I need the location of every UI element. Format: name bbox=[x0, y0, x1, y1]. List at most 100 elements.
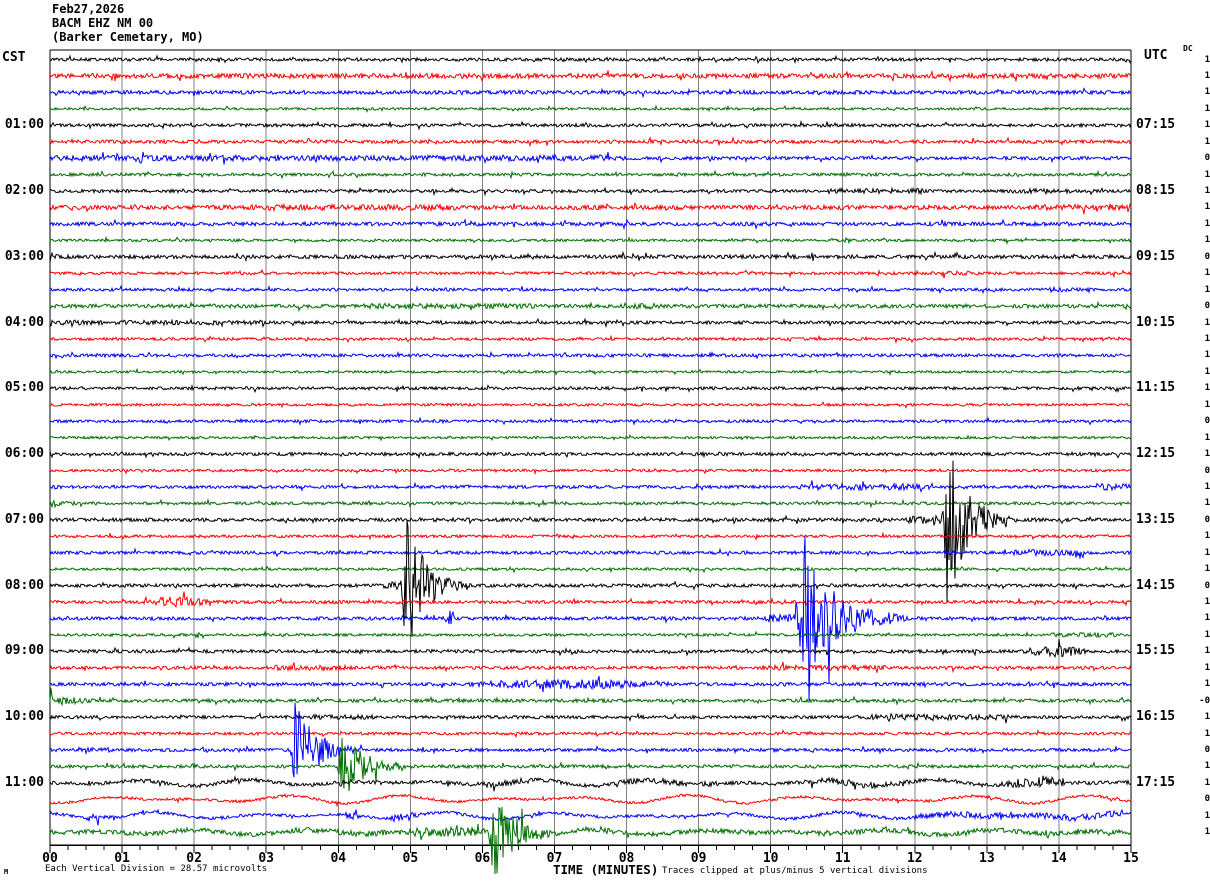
seismic-trace-0200-cst bbox=[49, 186, 1132, 197]
time-axis-title: TIME (MINUTES) bbox=[553, 862, 659, 877]
dc-value: 1 bbox=[1204, 120, 1210, 131]
right-axis-title-utc: UTC bbox=[1144, 48, 1168, 63]
minute-tick-label: 06 bbox=[474, 851, 491, 866]
dc-value: 0 bbox=[1204, 744, 1210, 755]
seismic-trace-1130-cst bbox=[49, 808, 1132, 826]
header-date: Feb27,2026 bbox=[52, 2, 125, 16]
corner-mark: M bbox=[4, 868, 9, 876]
seismic-trace-0100-cst bbox=[49, 119, 1132, 131]
seismic-trace-0800-cst bbox=[49, 520, 1132, 638]
seismic-trace-1045-cst bbox=[49, 737, 1132, 792]
minute-tick-label: 13 bbox=[979, 851, 995, 866]
seismic-trace-0900-cst bbox=[49, 639, 1132, 659]
header-station-location: (Barker Cemetary, MO) bbox=[52, 30, 204, 44]
dc-value: 0 bbox=[1204, 301, 1210, 312]
cst-hour-label: 09:00 bbox=[4, 643, 44, 659]
dc-value: 1 bbox=[1204, 136, 1210, 147]
seismic-trace-0400-cst bbox=[49, 317, 1132, 329]
seismic-trace-0330-cst bbox=[49, 284, 1132, 295]
utc-hour-label: 09:15 bbox=[1136, 248, 1176, 264]
seismic-trace-1030-cst bbox=[49, 702, 1132, 778]
left-axis-title-cst: CST bbox=[2, 50, 26, 65]
minute-tick-label: 15 bbox=[1123, 851, 1139, 866]
dc-value: 1 bbox=[1204, 827, 1210, 838]
header-station-code: BACM EHZ NM 00 bbox=[52, 16, 154, 30]
seismic-trace-1115-cst bbox=[49, 793, 1132, 808]
dc-value: 1 bbox=[1204, 597, 1210, 608]
dc-value: 1 bbox=[1204, 70, 1210, 81]
dc-value: 1 bbox=[1204, 317, 1210, 328]
seismic-trace-0415-cst bbox=[49, 334, 1132, 345]
utc-hour-label: 13:15 bbox=[1136, 511, 1176, 527]
cst-hour-label: 03:00 bbox=[4, 248, 44, 264]
dc-value: 1 bbox=[1204, 268, 1210, 279]
dc-value: 1 bbox=[1204, 547, 1210, 558]
seismic-trace-0615-cst bbox=[49, 467, 1132, 476]
seismic-trace-1000-cst bbox=[49, 712, 1132, 724]
cst-hour-label: 05:00 bbox=[4, 380, 44, 396]
seismic-trace-0815-cst bbox=[49, 591, 1132, 609]
dc-value: 1 bbox=[1204, 333, 1210, 344]
seismic-trace-0515-cst bbox=[49, 401, 1132, 410]
seismic-trace-0345-cst bbox=[49, 300, 1132, 313]
utc-hour-label: 17:15 bbox=[1136, 774, 1176, 790]
dc-value: 1 bbox=[1204, 613, 1210, 624]
dc-value: 1 bbox=[1204, 761, 1210, 772]
minute-tick-label: 08 bbox=[618, 851, 635, 866]
seismic-trace-0700-cst bbox=[49, 460, 1132, 603]
dc-value: 1 bbox=[1204, 350, 1210, 361]
dc-value: 1 bbox=[1204, 481, 1210, 492]
dc-value: 1 bbox=[1204, 284, 1210, 295]
dc-value: 1 bbox=[1204, 103, 1210, 114]
seismic-trace-0445-cst bbox=[49, 367, 1131, 376]
dc-value: 1 bbox=[1204, 712, 1210, 723]
dc-value: 0 bbox=[1204, 251, 1210, 262]
seismic-trace-0045-cst bbox=[49, 104, 1132, 113]
dc-value: 1 bbox=[1204, 383, 1210, 394]
cst-hour-label: 04:00 bbox=[4, 314, 44, 330]
dc-value: 1 bbox=[1204, 629, 1210, 640]
dc-column-title: DC bbox=[1183, 44, 1193, 53]
utc-hour-label: 11:15 bbox=[1136, 380, 1176, 396]
seismic-trace-0730-cst bbox=[49, 547, 1132, 559]
seismic-trace-0015-cst bbox=[49, 69, 1132, 83]
seismic-trace-0500-cst bbox=[49, 383, 1132, 393]
cst-hour-label: 11:00 bbox=[4, 774, 44, 790]
minute-tick-label: 02 bbox=[186, 851, 202, 866]
dc-value: 1 bbox=[1204, 87, 1210, 98]
cst-hour-label: 10:00 bbox=[4, 709, 44, 725]
dc-value: 0 bbox=[1204, 153, 1210, 164]
dc-value: 1 bbox=[1204, 646, 1210, 657]
dc-value: 1 bbox=[1204, 662, 1210, 673]
seismic-trace-0845-cst bbox=[49, 630, 1132, 640]
minute-tick-label: 14 bbox=[1051, 851, 1067, 866]
vertical-division-note: Each Vertical Division = 28.57 microvolt… bbox=[45, 864, 268, 874]
minute-tick-label: 11 bbox=[834, 851, 851, 866]
dc-value: 1 bbox=[1204, 399, 1210, 410]
seismic-trace-0430-cst bbox=[49, 350, 1132, 360]
dc-value: 1 bbox=[1204, 432, 1210, 443]
dc-value: 1 bbox=[1204, 366, 1210, 377]
dc-value: 1 bbox=[1204, 218, 1210, 229]
minute-tick-label: 07 bbox=[546, 851, 563, 866]
dc-value: 1 bbox=[1204, 810, 1210, 821]
dc-value: 0 bbox=[1204, 580, 1210, 591]
seismic-trace-0030-cst bbox=[49, 87, 1132, 99]
seismic-trace-1100-cst bbox=[49, 774, 1132, 792]
seismic-trace-0000-cst bbox=[49, 54, 1132, 65]
dc-value: 0 bbox=[1204, 465, 1210, 476]
clipping-note: Traces clipped at plus/minus 5 vertical … bbox=[662, 866, 928, 876]
minute-tick-label: 12 bbox=[906, 851, 923, 866]
seismic-trace-0915-cst bbox=[49, 661, 1132, 674]
seismic-trace-0215-cst bbox=[49, 201, 1132, 215]
cst-hour-label: 08:00 bbox=[4, 577, 44, 593]
dc-value: 0 bbox=[1204, 416, 1210, 427]
minute-tick-label: 04 bbox=[330, 851, 347, 866]
seismic-trace-0115-cst bbox=[49, 136, 1132, 148]
seismic-trace-1145-cst bbox=[49, 806, 1132, 875]
cst-hour-label: 07:00 bbox=[4, 511, 44, 527]
dc-value: 1 bbox=[1204, 728, 1210, 739]
seismic-trace-0530-cst bbox=[49, 416, 1132, 426]
seismic-trace-0245-cst bbox=[49, 235, 1132, 245]
